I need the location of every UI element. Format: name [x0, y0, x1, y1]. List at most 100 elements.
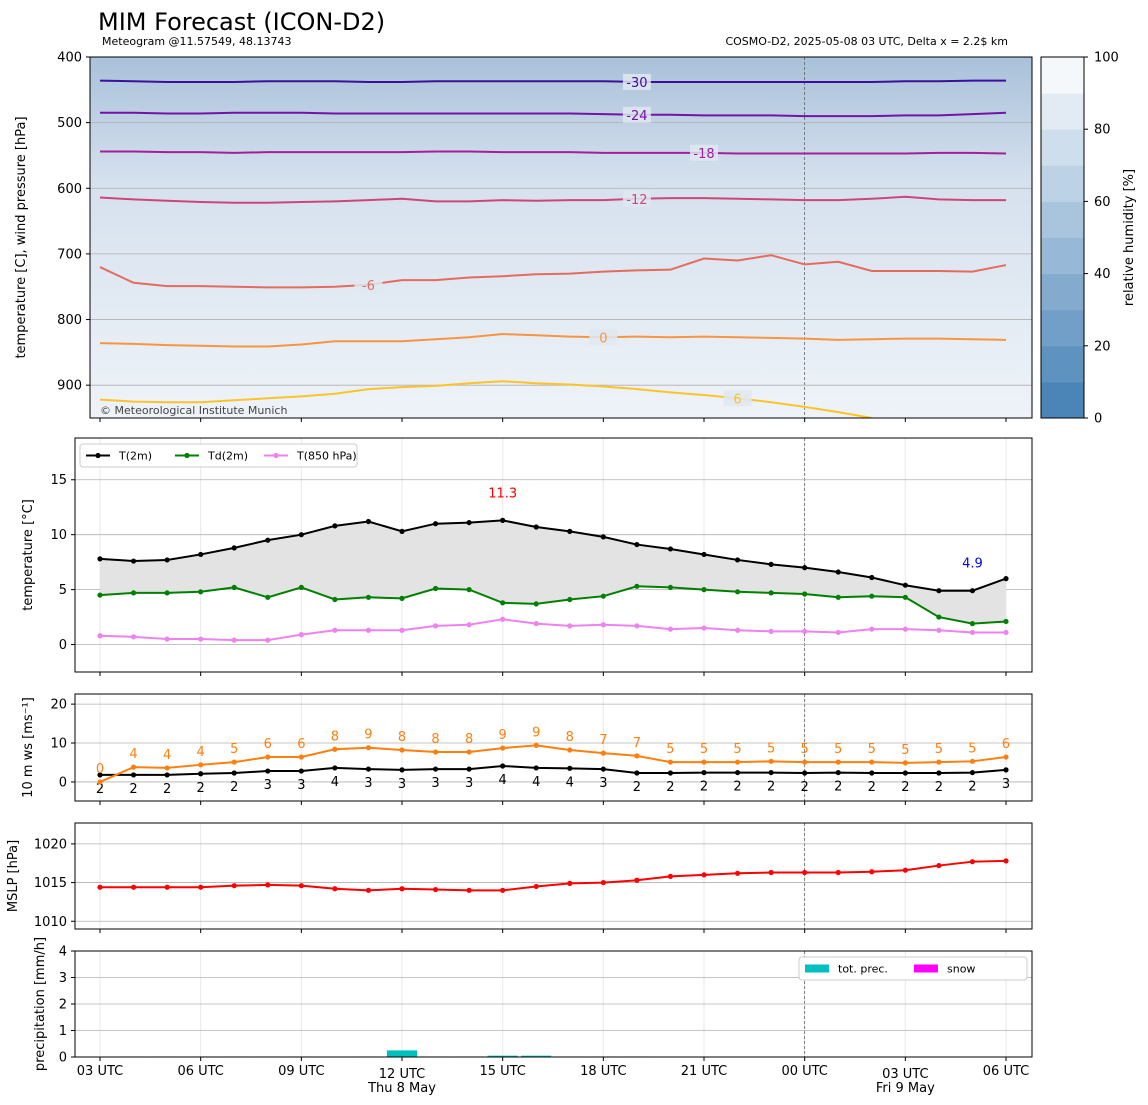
- y-tick-label: 10: [50, 528, 67, 543]
- frame: [74, 693, 1033, 802]
- y-tick-label: 3: [59, 971, 67, 986]
- point: [130, 590, 137, 596]
- value-label: 3: [297, 778, 305, 793]
- colorbar-tick-label: 40: [1094, 267, 1111, 282]
- value-label: 7: [633, 736, 641, 751]
- value-label: 8: [566, 730, 574, 745]
- point: [600, 879, 606, 886]
- point: [231, 883, 237, 889]
- point: [667, 770, 674, 776]
- point: [567, 765, 573, 771]
- point: [936, 759, 942, 765]
- point: [533, 524, 539, 530]
- point: [298, 768, 304, 774]
- point: [365, 745, 372, 751]
- point: [768, 561, 774, 567]
- point: [1003, 576, 1009, 582]
- point: [567, 623, 573, 629]
- value-label: 8: [398, 730, 406, 745]
- panel: 1010 1015 1020 MSLP [hPa]: [6, 822, 1033, 933]
- value-label: 5: [666, 742, 674, 757]
- value-label: 6: [264, 737, 272, 752]
- point: [734, 870, 741, 876]
- y-axis-label: 10 m ws [ms⁻¹]: [21, 697, 36, 798]
- point: [1003, 629, 1009, 636]
- value-label: 5: [968, 741, 976, 756]
- point: [802, 869, 808, 876]
- point: [500, 600, 506, 606]
- value-label: 2: [935, 780, 943, 795]
- point: [130, 772, 137, 778]
- point: [969, 859, 976, 865]
- contour-label: 0: [599, 331, 607, 346]
- point: [936, 770, 942, 776]
- point: [265, 594, 271, 600]
- value-label: 6: [1002, 737, 1010, 752]
- series-line: [99, 618, 1006, 642]
- point: [869, 759, 875, 765]
- point: [600, 593, 606, 599]
- point: [634, 623, 640, 629]
- y-tick-label: 900: [57, 379, 82, 394]
- point: [298, 532, 304, 538]
- value-label: 9: [532, 725, 540, 740]
- value-label: 2: [129, 782, 137, 797]
- point: [936, 588, 942, 594]
- value-label: 4: [566, 775, 574, 790]
- value-label: 4: [197, 745, 205, 760]
- point: [265, 537, 271, 543]
- legend-label: snow: [947, 963, 975, 976]
- value-label: 4.9: [962, 557, 983, 572]
- point: [399, 886, 405, 892]
- colorbar-tick-label: 100: [1094, 51, 1119, 66]
- series-line: [99, 79, 1006, 83]
- point: [533, 601, 539, 607]
- y-tick-label: 400: [57, 51, 82, 66]
- panel: 0 1 2 3 4 precipitation [mm/h] 03 UTC 06 UTC 09 …: [33, 937, 1033, 1096]
- colorbar-band: [1041, 237, 1084, 275]
- point: [97, 592, 103, 598]
- point: [768, 869, 774, 876]
- value-label: 2: [767, 780, 775, 795]
- point: [869, 593, 875, 599]
- value-label: 2: [801, 780, 809, 795]
- bar: [521, 1055, 552, 1057]
- point: [332, 886, 338, 892]
- point: [835, 759, 841, 765]
- point: [399, 747, 405, 753]
- point: [667, 759, 674, 765]
- series-line: [100, 111, 1007, 118]
- point: [634, 541, 640, 548]
- point: [231, 637, 237, 643]
- value-label: 3: [431, 776, 439, 791]
- contour-label-bg: [622, 190, 651, 207]
- series-line: [99, 332, 1007, 348]
- legend-label: tot. prec.: [838, 963, 888, 976]
- plot-area: [75, 438, 1032, 672]
- point: [164, 884, 170, 890]
- series-line: [100, 764, 1007, 776]
- point: [164, 557, 170, 563]
- y-tick-label: 0: [59, 1051, 67, 1066]
- point: [298, 632, 304, 638]
- value-label: 8: [331, 729, 339, 744]
- colorbar-tick-label: 80: [1094, 123, 1111, 138]
- point: [734, 759, 741, 765]
- value-label: 2: [700, 780, 708, 795]
- contour-label: -6: [362, 279, 375, 294]
- point: [600, 622, 606, 628]
- y-tick-label: 800: [57, 313, 82, 328]
- colorbar-band: [1041, 381, 1084, 419]
- point: [902, 770, 908, 776]
- y-tick-label: 500: [57, 116, 82, 131]
- y-tick-label: 2: [59, 998, 67, 1013]
- colorbar-band: [1041, 93, 1084, 130]
- point: [399, 595, 405, 601]
- point: [768, 628, 774, 634]
- x-tick-label: 06 UTC: [983, 1064, 1029, 1079]
- series-line: [99, 744, 1007, 783]
- y-tick-label: 1020: [34, 837, 67, 852]
- value-label: 5: [901, 743, 909, 758]
- point: [902, 626, 908, 632]
- point: [365, 594, 372, 600]
